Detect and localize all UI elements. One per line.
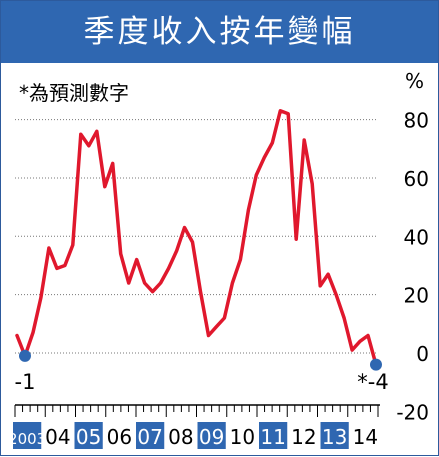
year-box xyxy=(74,422,103,449)
y-tick-label: 40 xyxy=(404,225,429,249)
year-label: 11 xyxy=(260,425,285,449)
year-label: 2003 xyxy=(8,430,46,448)
y-tick-label: 0 xyxy=(416,342,429,366)
data-point-marker xyxy=(18,349,31,362)
y-tick-label: 60 xyxy=(404,167,429,191)
year-box xyxy=(320,422,349,449)
year-label: 06 xyxy=(107,425,132,449)
year-box xyxy=(136,422,165,449)
y-tick-label: -20 xyxy=(396,400,429,424)
year-label: 09 xyxy=(199,425,224,449)
data-label: *-4 xyxy=(357,370,388,394)
year-label: 13 xyxy=(322,425,347,449)
data-point-marker xyxy=(370,358,382,371)
y-tick-label: 20 xyxy=(404,284,429,308)
year-label: 14 xyxy=(353,425,378,449)
year-label: 07 xyxy=(137,425,162,449)
series-line xyxy=(15,109,378,367)
year-box xyxy=(259,422,288,449)
year-label: 08 xyxy=(168,425,193,449)
year-label: 12 xyxy=(291,425,316,449)
year-box xyxy=(197,422,226,449)
y-tick-label: 80 xyxy=(404,109,429,133)
year-label: 05 xyxy=(76,425,101,449)
year-box xyxy=(13,422,42,449)
forecast-note: *為預測數字 xyxy=(19,81,129,105)
chart-title: 季度收入按年變幅 xyxy=(1,1,438,63)
unit-label: % xyxy=(404,69,424,93)
year-label: 10 xyxy=(230,425,255,449)
year-label: 04 xyxy=(45,425,70,449)
data-label: -1 xyxy=(15,370,36,394)
